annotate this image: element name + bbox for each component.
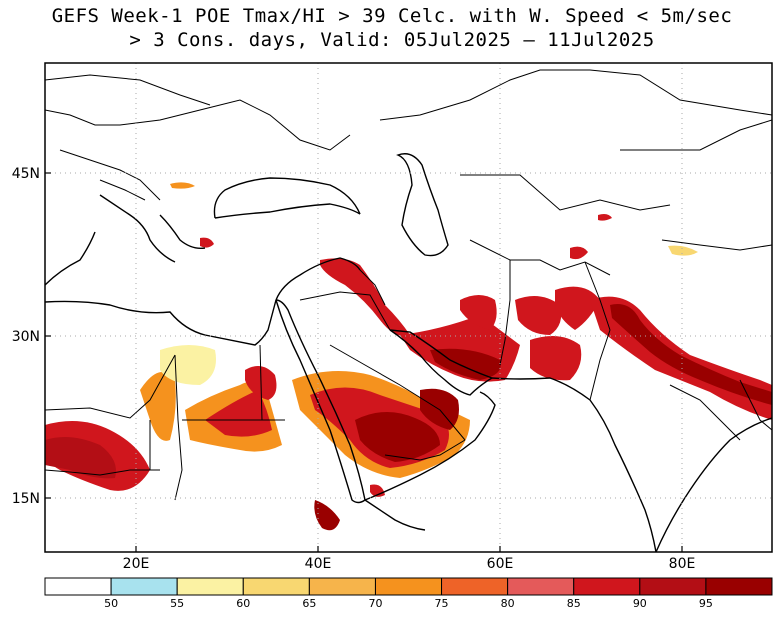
colorbar-bin [374,577,443,596]
coastlines [45,153,772,552]
x-tick-label-80e: 80E [669,556,696,572]
colorbar-label: 85 [567,597,581,610]
map-area [45,63,772,552]
colorbar-bin [176,577,244,596]
x-tick-label-20e: 20E [123,556,150,572]
colorbar-label: 95 [699,597,713,610]
colorbar-label: 50 [104,597,118,610]
colorbar-label: 75 [435,597,449,610]
axis-ticks [45,172,683,552]
colorbar-label: 90 [633,597,647,610]
colorbar-bin [507,577,575,596]
colorbar-label: 80 [501,597,515,610]
colorbar-bin [441,577,509,596]
x-tick-label-40e: 40E [305,556,332,572]
chart-title-line-2: > 3 Cons. days, Valid: 05Jul2025 – 11Jul… [129,29,655,51]
colorbar-bin [705,577,773,596]
colorbar-bin [639,577,707,596]
colorbar-bin [308,577,376,596]
colorbar-label: 55 [170,597,184,610]
colorbar: 50 55 60 65 70 75 80 85 90 95 [44,577,773,610]
grid-lines [45,63,772,552]
colorbar-label: 65 [302,597,316,610]
map-frame [44,62,773,553]
y-tick-label-15n: 15N [12,491,40,507]
colorbar-label: 70 [368,597,382,610]
y-tick-label-45n: 45N [12,166,40,182]
country-borders [45,69,772,501]
poe-shading [45,182,772,531]
x-tick-label-60e: 60E [487,556,514,572]
chart-title-line-1: GEFS Week-1 POE Tmax/HI > 39 Celc. with … [51,5,733,27]
colorbar-bin [110,577,178,596]
colorbar-bin [242,577,310,596]
colorbar-label: 60 [236,597,250,610]
y-tick-label-30n: 30N [12,329,40,345]
colorbar-bin [44,577,112,596]
colorbar-bin [573,577,641,596]
